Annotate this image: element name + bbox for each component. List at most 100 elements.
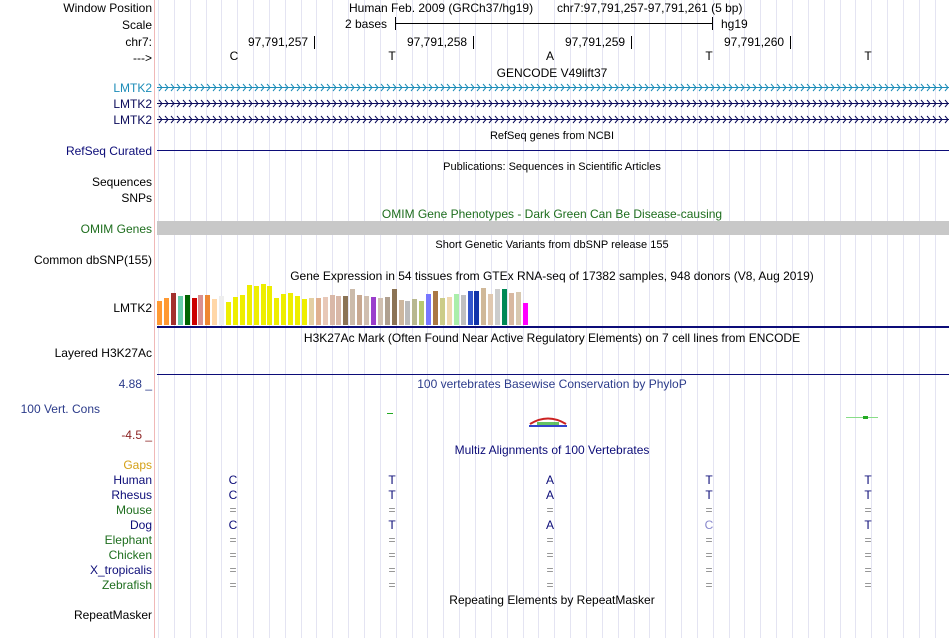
gtex-tissue-bar[interactable]	[164, 298, 169, 325]
gtex-tissue-bar[interactable]	[330, 295, 335, 325]
gtex-tissue-bar[interactable]	[392, 289, 397, 325]
gtex-tissue-bar[interactable]	[281, 294, 286, 325]
gtex-tissue-bar[interactable]	[371, 297, 376, 325]
refseq-label[interactable]: RefSeq Curated	[65, 144, 152, 158]
phylop-label[interactable]: 100 Vert. Cons	[20, 402, 100, 416]
gtex-tissue-bar[interactable]	[454, 294, 459, 325]
h3k27ac-label[interactable]: Layered H3K27Ac	[54, 346, 152, 360]
gtex-tissue-bar[interactable]	[385, 297, 390, 325]
gencode-transcript-2[interactable]	[157, 99, 949, 108]
gtex-tissue-bar[interactable]	[447, 297, 452, 325]
gtex-tissue-bar[interactable]	[509, 293, 514, 325]
aligned-base: =	[705, 533, 713, 547]
gtex-tissue-bar[interactable]	[316, 298, 321, 325]
gencode-transcript-1[interactable]	[157, 83, 949, 92]
gencode-gene-label-1[interactable]: LMTK2	[113, 81, 152, 95]
gtex-tissue-bar[interactable]	[274, 298, 279, 325]
species-label-mouse[interactable]: Mouse	[115, 503, 152, 517]
species-label-human[interactable]: Human	[113, 473, 152, 487]
gtex-tissue-bar[interactable]	[178, 296, 183, 325]
species-label-elephant[interactable]: Elephant	[104, 533, 152, 547]
gencode-gene-label-3[interactable]: LMTK2	[113, 113, 152, 127]
gtex-tissue-bar[interactable]	[267, 286, 272, 325]
gtex-tissue-bar[interactable]	[440, 298, 445, 325]
phylop-min-label: -4.5 _	[121, 428, 152, 442]
gencode-transcript-3[interactable]	[157, 115, 949, 124]
gtex-tissue-bar[interactable]	[378, 298, 383, 325]
aligned-base: =	[546, 503, 554, 517]
gtex-tissue-bar[interactable]	[336, 296, 341, 325]
gtex-tissue-bar[interactable]	[288, 293, 293, 325]
aligned-base: C	[228, 488, 238, 502]
gtex-tissue-bar[interactable]	[343, 296, 348, 325]
gtex-label[interactable]: LMTK2	[113, 301, 152, 315]
gtex-tissue-bar[interactable]	[233, 297, 238, 325]
snps-label[interactable]: SNPs	[121, 191, 152, 205]
gtex-tissue-bar[interactable]	[364, 296, 369, 325]
phylop-mark-4	[529, 425, 567, 427]
phylop-signal[interactable]	[157, 405, 949, 429]
coord-3: 97,791,259	[565, 35, 626, 49]
gtex-tissue-bar[interactable]	[198, 295, 203, 325]
gtex-tissue-bar[interactable]	[481, 288, 486, 325]
gtex-tissue-bar[interactable]	[192, 298, 197, 325]
gtex-tissue-bar[interactable]	[523, 303, 528, 325]
gtex-tissue-bar[interactable]	[247, 285, 252, 325]
gtex-tissue-bar[interactable]	[302, 299, 307, 325]
aligned-base: A	[545, 518, 555, 532]
dbsnp-label[interactable]: Common dbSNP(155)	[33, 253, 152, 267]
gtex-tissue-bar[interactable]	[399, 300, 404, 325]
aligned-base: T	[705, 488, 713, 502]
gtex-expression-bars[interactable]	[157, 284, 949, 325]
gtex-tissue-bar[interactable]	[219, 296, 224, 325]
gtex-tissue-bar[interactable]	[474, 291, 479, 325]
gtex-tissue-bar[interactable]	[295, 296, 300, 325]
gtex-tissue-bar[interactable]	[412, 299, 417, 325]
gtex-tissue-bar[interactable]	[261, 284, 266, 325]
gtex-tissue-bar[interactable]	[212, 299, 217, 325]
repeatmasker-label[interactable]: RepeatMasker	[73, 608, 152, 622]
gtex-tissue-bar[interactable]	[488, 294, 493, 325]
gtex-tissue-bar[interactable]	[171, 293, 176, 325]
ref-base-3: A	[545, 49, 555, 63]
position-text[interactable]: chr7:97,791,257-97,791,261 (5 bp)	[557, 1, 743, 15]
gtex-tissue-bar[interactable]	[502, 289, 507, 325]
species-label-x_tropicalis[interactable]: X_tropicalis	[89, 563, 152, 577]
gtex-tissue-bar[interactable]	[461, 295, 466, 325]
gtex-tissue-bar[interactable]	[240, 295, 245, 325]
gaps-label[interactable]: Gaps	[123, 458, 152, 472]
aligned-base: C	[704, 518, 714, 532]
gtex-tissue-bar[interactable]	[468, 291, 473, 325]
gtex-tissue-bar[interactable]	[405, 301, 410, 325]
refseq-gene-line[interactable]	[157, 150, 949, 151]
gtex-tissue-bar[interactable]	[185, 295, 190, 325]
aligned-base: =	[705, 548, 713, 562]
species-label-zebrafish[interactable]: Zebrafish	[101, 578, 152, 592]
gtex-tissue-bar[interactable]	[516, 292, 521, 325]
species-label-dog[interactable]: Dog	[129, 518, 152, 532]
aligned-base: T	[864, 473, 872, 487]
gtex-tissue-bar[interactable]	[433, 291, 438, 325]
gtex-tissue-bar[interactable]	[157, 301, 162, 325]
aligned-base: =	[546, 548, 554, 562]
aligned-base: =	[388, 548, 396, 562]
gtex-tissue-bar[interactable]	[254, 286, 259, 325]
gtex-tissue-bar[interactable]	[226, 302, 231, 325]
gtex-tissue-bar[interactable]	[323, 297, 328, 325]
gencode-gene-label-2[interactable]: LMTK2	[113, 97, 152, 111]
gtex-tissue-bar[interactable]	[357, 295, 362, 325]
gtex-tissue-bar[interactable]	[419, 301, 424, 325]
species-label-chicken[interactable]: Chicken	[108, 548, 152, 562]
gtex-tissue-bar[interactable]	[495, 289, 500, 325]
sequences-label[interactable]: Sequences	[91, 175, 152, 189]
gtex-tissue-bar[interactable]	[205, 295, 210, 325]
omim-label[interactable]: OMIM Genes	[80, 222, 152, 236]
gtex-tissue-bar[interactable]	[309, 298, 314, 325]
aligned-base: =	[229, 563, 237, 577]
phylop-max-label: 4.88 _	[118, 377, 152, 391]
species-label-rhesus[interactable]: Rhesus	[111, 488, 152, 502]
omim-gene-bar[interactable]	[157, 221, 949, 235]
scale-bases-text: 2 bases	[345, 17, 388, 31]
gtex-tissue-bar[interactable]	[426, 294, 431, 325]
gtex-tissue-bar[interactable]	[350, 289, 355, 325]
